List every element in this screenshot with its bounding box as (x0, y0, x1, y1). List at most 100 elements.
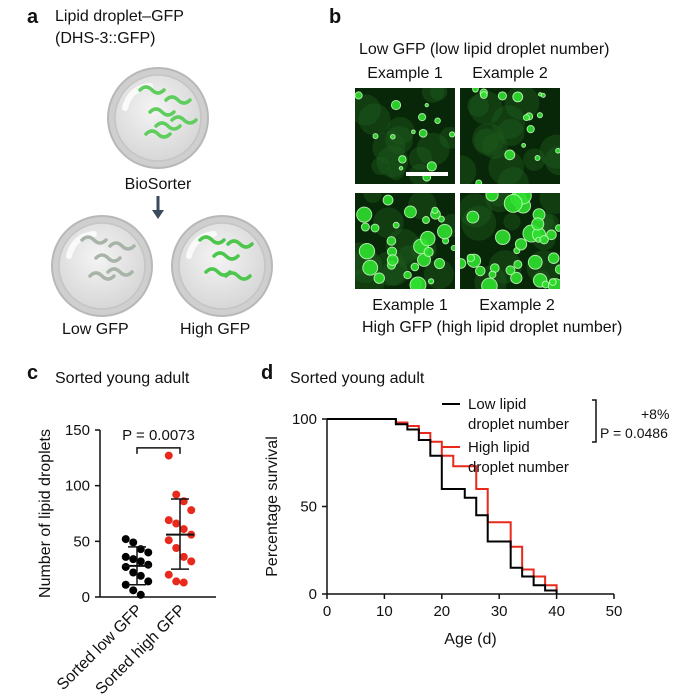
survival-curve (327, 418, 558, 594)
background-glow (363, 193, 382, 204)
background-glow (416, 132, 450, 166)
panel-b-top-example1: Example 1 (367, 65, 443, 82)
data-point (187, 557, 196, 566)
worm-icons-bright (198, 235, 254, 281)
panel-a-label: a (27, 6, 39, 28)
panel-a-illustration (51, 67, 273, 317)
lipid-droplet (548, 278, 557, 286)
data-point (187, 506, 196, 515)
background-glow (497, 167, 529, 184)
micrograph-high-example1 (355, 193, 455, 289)
data-point (172, 519, 181, 528)
lipid-droplet (422, 216, 431, 225)
lipid-droplet (390, 133, 396, 140)
y-axis-label: Percentage survival (264, 436, 281, 577)
x-tick-label: 40 (548, 603, 565, 620)
lipid-droplet (479, 91, 488, 99)
lipid-droplet (411, 129, 416, 135)
background-glow (467, 95, 490, 117)
x-tick-label: 30 (491, 603, 508, 620)
background-glow (430, 88, 448, 101)
panel-c-title: Sorted young adult (55, 370, 190, 387)
lipid-droplet (373, 272, 385, 284)
data-point (121, 552, 130, 561)
lipid-droplet (398, 165, 404, 171)
background-glow (469, 90, 503, 125)
lipid-droplet (540, 92, 546, 98)
lipid-droplet (431, 206, 439, 214)
x-tick-label: 0 (323, 603, 331, 620)
legend-label-low: Low lipid droplet number (468, 396, 569, 433)
background-glow (372, 130, 406, 164)
panel-b-top-title: Low GFP (low lipid droplet number) (359, 41, 610, 58)
x-tick-label: 50 (606, 603, 623, 620)
lipid-droplet (547, 252, 560, 264)
panel-b-bottom-example2: Example 2 (479, 297, 555, 314)
background-glow (408, 146, 433, 171)
panel-a-title-line1: Lipid droplet–GFP (55, 8, 184, 25)
legend-label-high: High lipid droplet number (468, 439, 569, 476)
background-glow (481, 133, 508, 160)
background-glow (497, 119, 525, 147)
lipid-droplet (522, 114, 530, 122)
petri-dish-high (171, 215, 273, 317)
background-glow (355, 94, 381, 126)
biosorter-label: BioSorter (124, 176, 192, 193)
lipid-droplet (409, 276, 427, 289)
droplet-field (460, 88, 560, 184)
stat-percent: +8% (641, 406, 670, 422)
droplet-field (460, 193, 560, 289)
lipid-droplet (539, 234, 549, 245)
lipid-droplet (475, 179, 483, 184)
lipid-droplet (488, 270, 497, 279)
background-glow (523, 148, 546, 171)
lipid-droplet (418, 128, 428, 138)
lipid-droplet (555, 147, 560, 154)
background-glow (373, 207, 404, 239)
lipid-droplet (481, 277, 498, 289)
lipid-droplet (437, 215, 445, 223)
high-gfp-label: High GFP (180, 321, 251, 338)
arrow-down-icon (152, 196, 164, 219)
lipid-droplet (360, 222, 370, 232)
background-glow (460, 155, 477, 184)
background-glow (491, 105, 526, 140)
panel-d-label: d (261, 362, 274, 384)
survival-curve (327, 418, 558, 591)
data-point (121, 535, 130, 544)
background-glow (371, 156, 390, 176)
lipid-droplet (433, 258, 445, 270)
data-point (144, 560, 153, 569)
data-point (129, 586, 138, 595)
lipid-droplet (424, 102, 429, 108)
lipid-droplet (382, 194, 394, 206)
background-glow (474, 128, 500, 154)
lipid-droplet (531, 217, 545, 231)
panel-b-top-example2: Example 2 (472, 65, 548, 82)
lipid-droplet (426, 161, 437, 172)
y-tick-label: 50 (300, 499, 317, 516)
background-glow (488, 149, 524, 184)
lipid-droplet (355, 91, 363, 100)
lipid-droplet (386, 236, 397, 246)
lipid-droplet (372, 133, 379, 140)
low-gfp-label: Low GFP (62, 321, 129, 338)
panel-a-title-line2: (DHS-3::GFP) (55, 30, 156, 47)
lipid-droplet (356, 206, 373, 223)
lipid-droplet (495, 229, 511, 245)
data-point (136, 571, 145, 580)
data-point (136, 557, 145, 566)
lipid-droplet (418, 113, 427, 122)
lipid-droplet (497, 91, 507, 101)
lipid-droplet (460, 258, 467, 269)
x-axis-label: Age (d) (444, 631, 496, 648)
panel-b-label: b (329, 6, 342, 28)
x-tick-label: 10 (376, 603, 393, 620)
lipid-droplet (362, 259, 379, 276)
lipid-droplet (554, 264, 560, 275)
chart-d: 0 50 100 0 10 20 30 40 50 Age (d) Percentage survi… (264, 396, 623, 648)
background-glow (503, 213, 521, 231)
data-point (164, 516, 173, 525)
background-glow (421, 88, 445, 103)
background-glow (472, 123, 505, 156)
